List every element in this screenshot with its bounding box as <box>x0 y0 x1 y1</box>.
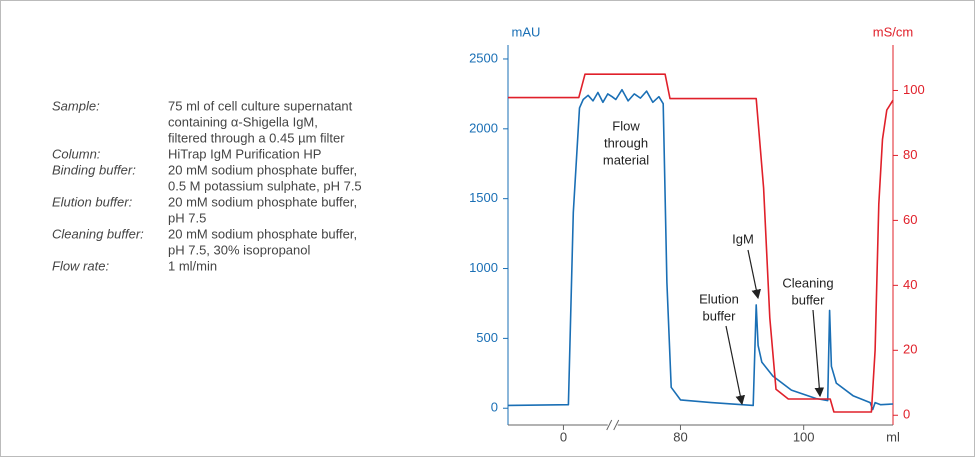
axis-break <box>613 419 620 431</box>
axis-break-gap <box>607 420 618 430</box>
annotation-arrow <box>812 309 825 398</box>
y2-tick-label: 0 <box>903 407 910 422</box>
y2-tick-label: 20 <box>903 342 917 357</box>
method-label: Flow rate: <box>52 258 109 273</box>
series-line <box>508 73 894 413</box>
y-tick-label: 2500 <box>469 50 498 65</box>
x-tick-label: 100 <box>793 429 815 444</box>
x-axis-label: ml <box>886 429 900 444</box>
annotation: Cleaning <box>782 275 833 290</box>
method-value: 20 mM sodium phosphate buffer, <box>168 194 357 209</box>
method-value: 75 ml of cell culture supernatant <box>168 98 353 113</box>
method-value: filtered through a 0.45 µm filter <box>168 130 345 145</box>
method-value: containing α-Shigella IgM, <box>168 114 318 129</box>
x-tick-label: 80 <box>673 429 687 444</box>
annotation: buffer <box>791 292 825 307</box>
annotation: material <box>603 152 649 167</box>
annotation-arrow <box>747 249 761 300</box>
y2-tick-label: 60 <box>903 212 917 227</box>
x-tick-label: 0 <box>560 429 567 444</box>
y2-tick-label: 40 <box>903 277 917 292</box>
y-tick-label: 1000 <box>469 260 498 275</box>
y-axis-label: mAU <box>512 24 541 39</box>
annotation: through <box>604 135 648 150</box>
y2-axis-label: mS/cm <box>873 24 913 39</box>
series-line <box>507 88 894 411</box>
method-value: pH 7.5 <box>168 210 206 225</box>
annotation: buffer <box>702 308 736 323</box>
y2-tick-label: 80 <box>903 147 917 162</box>
annotation: Flow <box>612 118 640 133</box>
method-label: Elution buffer: <box>52 194 133 209</box>
y-tick-label: 1500 <box>469 190 498 205</box>
method-value: 20 mM sodium phosphate buffer, <box>168 226 357 241</box>
y2-tick-label: 100 <box>903 82 925 97</box>
method-value: 1 ml/min <box>168 258 217 273</box>
method-value: 20 mM sodium phosphate buffer, <box>168 162 357 177</box>
y-tick-label: 500 <box>476 330 498 345</box>
axis-break <box>606 419 613 431</box>
method-value: 0.5 M potassium sulphate, pH 7.5 <box>168 178 362 193</box>
y-tick-label: 2000 <box>469 120 498 135</box>
method-value: pH 7.5, 30% isopropanol <box>168 242 310 257</box>
annotation-arrow <box>725 325 746 406</box>
annotation: IgM <box>732 231 754 246</box>
method-label: Column: <box>52 146 101 161</box>
annotation: Elution <box>699 291 739 306</box>
method-label: Binding buffer: <box>52 162 136 177</box>
method-label: Sample: <box>52 98 100 113</box>
method-label: Cleaning buffer: <box>52 226 144 241</box>
y-tick-label: 0 <box>491 400 498 415</box>
method-value: HiTrap IgM Purification HP <box>168 146 321 161</box>
